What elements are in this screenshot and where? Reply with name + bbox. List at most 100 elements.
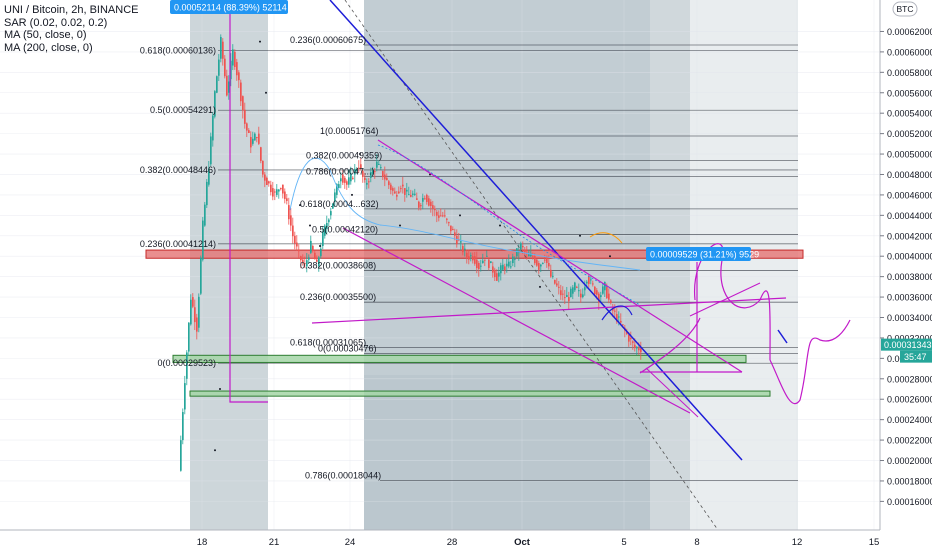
x-tick-label: 8 (694, 537, 699, 548)
candle-body (342, 174, 344, 183)
candle-body (360, 164, 362, 169)
fib-label-left: 0(0.00029523) (157, 358, 216, 368)
candle-body (504, 266, 506, 271)
candle-body (496, 273, 498, 281)
candle-body (428, 198, 430, 206)
candle-body (474, 256, 476, 264)
candle-body (448, 222, 450, 224)
measure-top-label: 0.00052114 (88.39%) 52114 (174, 3, 287, 13)
fan-line (689, 282, 761, 317)
candle-body (322, 231, 324, 246)
candle-body (630, 337, 632, 340)
ma-dashed (377, 144, 641, 306)
candle-body (462, 245, 464, 253)
candle-body (338, 184, 340, 189)
candle-body (514, 258, 516, 260)
price-axis[interactable]: 0.00062000 0.00060000 0.00058000 0.00056000… (880, 27, 932, 507)
fib-label-left: 0.382(0.00048446) (140, 165, 216, 175)
fib-label-mid: 0(0.00030476) (318, 344, 377, 354)
candle-body (426, 194, 428, 202)
candle-body (240, 82, 242, 102)
fib-label-mid: 0.786(0.00018044) (305, 471, 381, 481)
fib-label-mid: 0.236(0.00060675) (290, 35, 366, 45)
candle-body (298, 249, 300, 252)
y-tick-label: 0.00060000 (887, 47, 932, 57)
candle-body (564, 297, 566, 299)
candle-body (374, 171, 376, 173)
candle-body (408, 194, 410, 196)
candle-body (568, 297, 570, 302)
candle-body (330, 211, 332, 216)
candle-body (554, 280, 556, 284)
fib-label-mid: 0.382(0.00049359) (306, 151, 382, 161)
time-axis[interactable]: 18 21 24 28 Oct 5 8 12 15 (197, 537, 880, 548)
candle-body (466, 252, 468, 258)
candle-body (186, 352, 188, 379)
channel-base (311, 297, 787, 324)
price-scale-bg (880, 0, 932, 550)
candle-body (490, 261, 492, 264)
y-tick-label: 0.00034000 (887, 313, 932, 323)
candle-body (210, 136, 212, 165)
shade-region-3 (650, 0, 690, 530)
candle-body (598, 293, 600, 303)
y-tick-label: 0.00032000 (887, 333, 932, 343)
countdown-label: 35:47 (904, 352, 927, 362)
candle-body (482, 260, 484, 264)
candle-body (494, 269, 496, 278)
candle-body (192, 297, 194, 307)
price-badges: BTC 0.00031343 35:47 (881, 1, 932, 363)
candle-body (556, 283, 558, 286)
candle-body (348, 177, 350, 185)
candle-body (310, 240, 312, 253)
candle-body (432, 205, 434, 209)
fib-label-left: 0.236(0.00041214) (140, 239, 216, 249)
sar-dot (259, 40, 261, 43)
candle-body (420, 205, 422, 207)
candle-body (198, 296, 200, 328)
candle-body (500, 265, 502, 274)
candle-body (424, 198, 426, 200)
candle-body (516, 248, 518, 257)
candle-body (576, 286, 578, 288)
measure-right-bg (646, 247, 751, 261)
y-tick-label: 0.00052000 (887, 129, 932, 139)
candle-body (196, 317, 198, 332)
candle-body (590, 279, 592, 281)
candle-body (180, 440, 182, 471)
candle-body (416, 198, 418, 200)
candle-body (454, 232, 456, 236)
candle-body (274, 191, 276, 193)
candle-body (242, 96, 244, 111)
candle-body (190, 299, 192, 325)
candle-body (548, 263, 550, 267)
candle-body (294, 235, 296, 244)
candle-body (544, 259, 546, 261)
candle-body (296, 242, 298, 247)
channel-lower (342, 227, 691, 414)
candle-body (380, 167, 382, 169)
candle-body (256, 137, 258, 139)
candle-body (614, 310, 616, 312)
candle-body (346, 181, 348, 185)
last-price-bg (881, 338, 932, 351)
candle-body (460, 241, 462, 243)
fib-label-mid: 0.786(0.00047...) (306, 167, 375, 177)
candle-body (366, 182, 368, 185)
x-tick-label: 28 (447, 537, 458, 548)
sar-dot (459, 214, 461, 217)
candle-body (562, 293, 564, 295)
y-tick-label: 0.00022000 (887, 436, 932, 446)
candle-body (244, 109, 246, 124)
candle-body (412, 193, 414, 195)
candle-body (370, 171, 372, 178)
candle-body (324, 225, 326, 236)
candles (180, 34, 642, 472)
candle-body (604, 282, 606, 291)
candle-body (316, 259, 318, 262)
candle-body (182, 412, 184, 441)
candle-body (202, 220, 204, 260)
candle-body (288, 205, 290, 220)
x-tick-label: 18 (197, 537, 208, 548)
